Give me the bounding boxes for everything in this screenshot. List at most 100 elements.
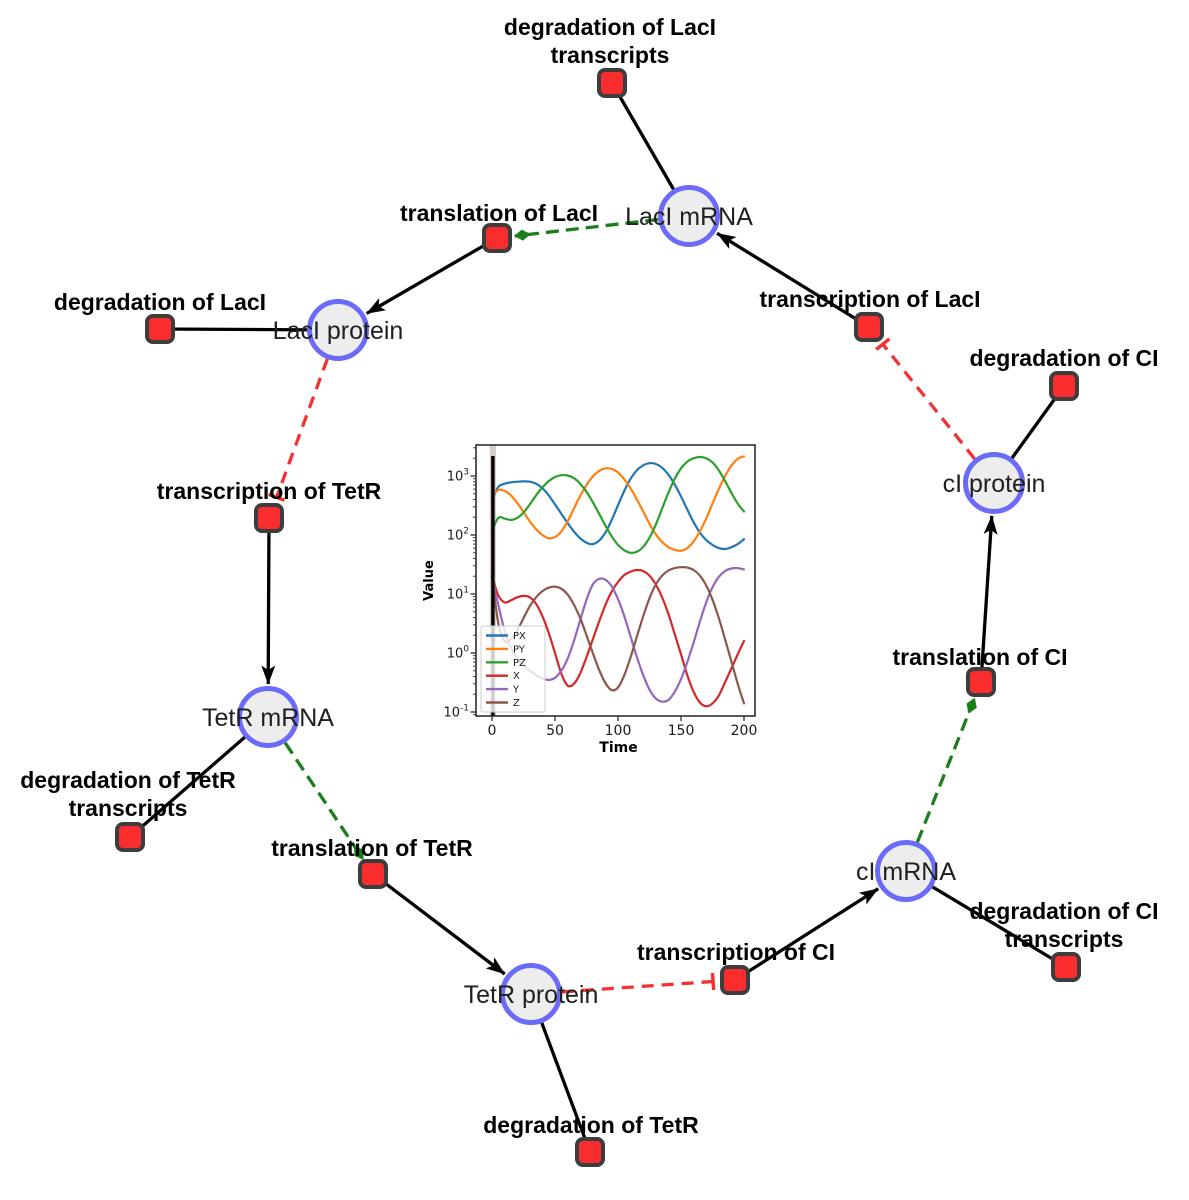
- reaction-label-line: transcription of LacI: [759, 286, 980, 312]
- edge-production-translation-tetr-to-tetr-protein: [372, 872, 506, 976]
- reaction-label-line: degradation of LacI: [54, 289, 266, 315]
- reaction-label-line: transcription of TetR: [157, 478, 382, 504]
- reaction-label-transcription-laci: transcription of LacI: [759, 286, 980, 312]
- reaction-node-deg-tetr-transcripts: [115, 822, 145, 852]
- y-tick-base: 10: [447, 529, 464, 544]
- reaction-label-line: degradation of TetR: [20, 767, 236, 793]
- species-label-tetr-mrna: TetR mRNA: [202, 704, 334, 732]
- species-node-laci-mrna: [658, 185, 720, 247]
- species-label-ci-mrna: cI mRNA: [856, 858, 956, 886]
- reaction-label-deg-ci: degradation of CI: [969, 345, 1158, 371]
- legend-label-z: Z: [513, 698, 520, 709]
- reaction-node-deg-ci-transcripts: [1051, 952, 1081, 982]
- reaction-label-translation-laci: translation of LacI: [400, 200, 598, 226]
- reaction-node-translation-tetr: [358, 859, 388, 889]
- legend-label-px: PX: [513, 631, 526, 642]
- edge-production-transcription-laci-to-laci-mrna: [716, 231, 870, 329]
- reaction-label-translation-tetr: translation of TetR: [271, 835, 473, 861]
- edge-production-translation-laci-to-laci-protein: [365, 236, 498, 315]
- axes-frame: [475, 444, 756, 717]
- reaction-label-line: translation of LacI: [400, 200, 598, 226]
- timeseries-plot: 10-1 100 101 102 103 0 50 100 150 200 Time Value PX P…: [413, 429, 773, 774]
- y-axis-tick-label: 10-1: [443, 704, 469, 721]
- y-tick-exponent: -1: [460, 704, 469, 714]
- reaction-label-line: degradation of CI: [969, 898, 1158, 924]
- legend-label-y: Y: [512, 685, 520, 696]
- reaction-node-transcription-ci: [720, 965, 750, 995]
- species-node-ci-protein: [963, 452, 1025, 514]
- x-axis-tick-label: 150: [668, 723, 695, 739]
- edge-production-translation-ci-to-ci-protein: [979, 515, 998, 683]
- reaction-node-deg-laci-transcripts: [597, 68, 627, 98]
- y-tick-exponent: 2: [463, 527, 469, 537]
- reaction-label-deg-tetr: degradation of TetR: [483, 1112, 699, 1138]
- y-tick-exponent: 0: [463, 645, 469, 655]
- x-axis-tick-label: 0: [488, 723, 497, 739]
- x-axis-tick-label: 100: [605, 723, 632, 739]
- legend-label-pz: PZ: [513, 658, 526, 669]
- reaction-node-translation-ci: [966, 667, 996, 697]
- species-node-laci-protein: [307, 299, 369, 361]
- y-axis-tick-label: 101: [447, 586, 469, 603]
- species-label-tetr-protein: TetR protein: [464, 981, 599, 1009]
- series-line-pz: [490, 455, 746, 554]
- edge-inhibition-tetr-protein-to-transcription-ci: [561, 972, 716, 994]
- reaction-node-deg-ci: [1049, 371, 1079, 401]
- y-tick-exponent: 1: [463, 586, 469, 596]
- x-axis-tick-label: 200: [731, 723, 758, 739]
- species-node-tetr-mrna: [237, 686, 299, 748]
- y-tick-base: 10: [447, 588, 464, 603]
- reaction-label-line: degradation of CI: [969, 345, 1158, 371]
- reaction-label-deg-ci-transcripts: degradation of CI transcripts: [969, 898, 1158, 952]
- reaction-label-transcription-ci: transcription of CI: [637, 939, 835, 965]
- edge-production-transcription-ci-to-ci-mrna: [734, 887, 880, 982]
- reaction-label-transcription-tetr: transcription of TetR: [157, 478, 382, 504]
- species-node-ci-mrna: [875, 840, 937, 902]
- edge-modifier-ci-mrna-to-translation-ci: [915, 697, 977, 843]
- series-line-z: [490, 566, 746, 705]
- legend-label-x: X: [513, 671, 520, 682]
- y-tick-base: 10: [443, 706, 460, 721]
- edge-inhibition-laci-protein-to-transcription-tetr: [268, 358, 329, 502]
- series-line-px: [490, 461, 746, 551]
- reaction-node-deg-tetr: [575, 1137, 605, 1167]
- species-label-ci-protein: cI protein: [943, 470, 1046, 498]
- reaction-node-transcription-tetr: [254, 503, 284, 533]
- edge-modifier-laci-mrna-to-translation-laci: [513, 217, 659, 241]
- species-node-tetr-protein: [500, 963, 562, 1025]
- y-axis-tick-label: 103: [447, 468, 469, 485]
- legend-box: [480, 625, 546, 713]
- edge-consumption-ci-mrna-to-deg-ci-transcripts: [905, 869, 1067, 969]
- reaction-label-line: degradation of LacI: [504, 14, 716, 40]
- edge-modifier-tetr-mrna-to-translation-tetr: [283, 741, 365, 860]
- edge-production-transcription-tetr-to-tetr-mrna: [261, 517, 276, 685]
- reaction-label-line: translation of CI: [892, 644, 1067, 670]
- reaction-node-translation-laci: [482, 223, 512, 253]
- y-axis-tick-label: 100: [447, 645, 470, 662]
- reaction-label-line: translation of TetR: [271, 835, 473, 861]
- reaction-label-line: degradation of TetR: [483, 1112, 699, 1138]
- y-tick-base: 10: [447, 470, 464, 485]
- reaction-label-deg-tetr-transcripts: degradation of TetR transcripts: [20, 767, 236, 821]
- species-label-laci-mrna: LacI mRNA: [625, 203, 753, 231]
- edge-inhibition-ci-protein-to-transcription-laci: [875, 337, 976, 460]
- reaction-label-translation-ci: translation of CI: [892, 644, 1067, 670]
- reaction-label-line: transcripts: [551, 42, 670, 68]
- reaction-label-line: transcripts: [69, 795, 188, 821]
- reaction-label-line: transcription of CI: [637, 939, 835, 965]
- reaction-label-line: transcripts: [1005, 926, 1124, 952]
- reaction-label-deg-laci-transcripts: degradation of LacI transcripts: [504, 14, 716, 68]
- series-line-py: [490, 455, 746, 552]
- y-tick-base: 10: [447, 647, 464, 662]
- species-label-laci-protein: LacI protein: [273, 317, 404, 345]
- x-axis-tick-label: 50: [546, 723, 564, 739]
- y-tick-exponent: 3: [463, 468, 469, 478]
- legend-label-py: PY: [513, 644, 526, 655]
- reaction-node-transcription-laci: [854, 312, 884, 342]
- reaction-label-deg-laci: degradation of LacI: [54, 289, 266, 315]
- reaction-node-deg-laci: [145, 314, 175, 344]
- y-axis-tick-label: 102: [447, 527, 469, 544]
